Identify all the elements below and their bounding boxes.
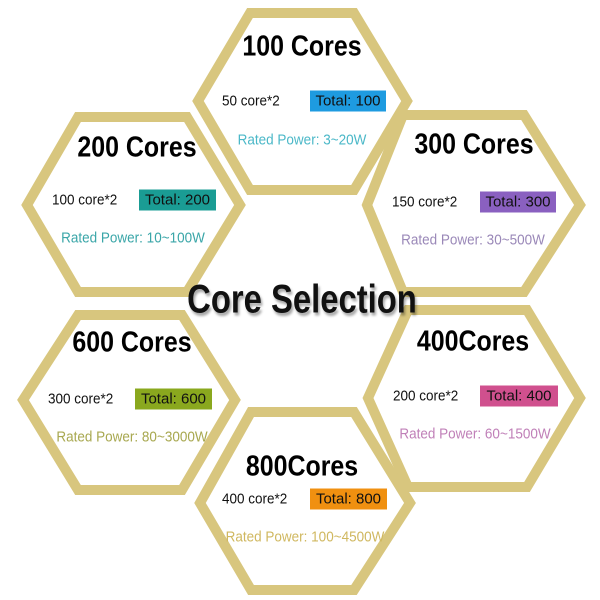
main-title: Core Selection [187,277,417,322]
hex-title: 200 Cores [77,131,197,164]
hex-title: 400Cores [416,325,530,358]
total-badge: Total: 300 [480,191,556,213]
total-badge: Total: 400 [480,385,558,407]
core-count: 200 core*2 [393,387,459,405]
hex-title: 300 Cores [414,128,534,161]
hex-title: 600 Cores [72,326,192,359]
core-count: 100 core*2 [52,191,118,209]
hex-title: 100 Cores [242,30,362,63]
core-count: 300 core*2 [48,390,114,408]
total-badge: Total: 100 [310,90,386,112]
total-badge: Total: 600 [135,388,212,410]
hex-frame-600 [17,310,241,495]
hex-frame-800 [194,407,416,595]
total-badge: Total: 200 [139,189,216,211]
rated-power: Rated Power: 30~500W [401,231,545,249]
core-count: 400 core*2 [222,490,288,508]
hex-title: 800Cores [245,450,359,483]
hex-frame-200 [21,112,246,297]
total-badge: Total: 800 [310,488,387,510]
rated-power: Rated Power: 3~20W [237,131,367,149]
hex-frame-400 [362,305,586,492]
core-count: 50 core*2 [222,92,280,110]
hex-frame-300 [361,110,586,297]
rated-power: Rated Power: 10~100W [61,229,205,247]
rated-power: Rated Power: 100~4500W [225,528,385,546]
hex-frame-100 [192,8,413,195]
core-count: 150 core*2 [392,193,458,211]
rated-power: Rated Power: 80~3000W [56,428,208,446]
rated-power: Rated Power: 60~1500W [399,425,551,443]
